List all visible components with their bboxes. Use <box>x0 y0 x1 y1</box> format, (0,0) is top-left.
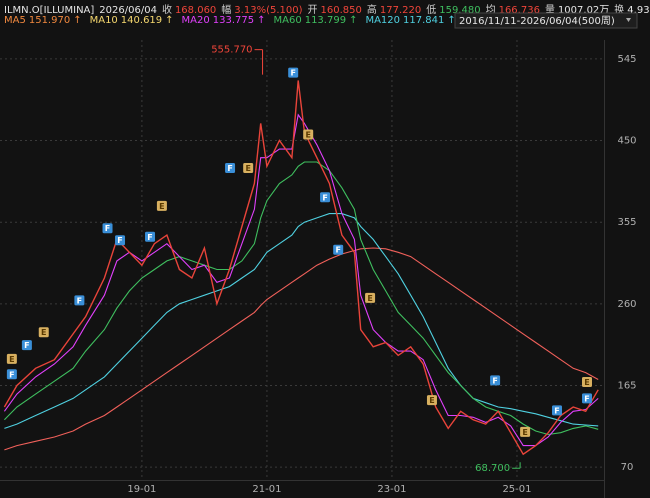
event-label: E <box>245 164 250 173</box>
event-marker <box>38 327 49 338</box>
dropdown-icon <box>626 18 631 22</box>
x-tick-label: 21-01 <box>252 484 281 495</box>
event-marker <box>156 200 167 211</box>
event-marker <box>6 369 17 380</box>
event-marker <box>320 192 331 203</box>
field-value: 159.480 <box>439 5 480 16</box>
legend-label: MA10 <box>90 15 118 26</box>
event-marker <box>6 353 17 364</box>
y-tick-label: 260 <box>617 299 636 310</box>
event-marker <box>551 405 562 416</box>
y-tick-label: 70 <box>621 462 634 473</box>
field-value: 166.736 <box>499 5 540 16</box>
event-label: E <box>305 131 310 140</box>
event-label: F <box>554 406 559 415</box>
event-marker <box>74 295 85 306</box>
series-line <box>4 213 599 429</box>
event-label: E <box>9 355 14 364</box>
field-value: 160.850 <box>321 5 362 16</box>
event-marker <box>303 129 314 140</box>
event-label: F <box>105 224 110 233</box>
event-marker <box>102 223 113 234</box>
field-value: 3.13%(5.100) <box>234 5 302 16</box>
event-marker <box>365 292 376 303</box>
range-box <box>454 12 638 29</box>
event-label: E <box>429 396 434 405</box>
y-tick-label: 355 <box>617 217 636 228</box>
legend-arrow: ↑ <box>165 15 173 26</box>
event-label: F <box>117 236 122 245</box>
event-marker <box>243 163 254 174</box>
x-tick-label: 23-01 <box>377 484 406 495</box>
event-marker <box>520 426 531 437</box>
annotation: 68.700 <box>475 463 510 474</box>
legend-value: 151.970 <box>29 15 70 26</box>
field-value: 177.220 <box>380 5 421 16</box>
event-label: F <box>77 296 82 305</box>
field-value: 168.060 <box>175 5 216 16</box>
event-label: E <box>522 428 527 437</box>
series-line <box>4 247 599 451</box>
field-label: 开 <box>308 5 318 16</box>
legend-arrow: ↑ <box>257 15 265 26</box>
legend-value: 117.841 <box>403 15 444 26</box>
event-marker <box>115 235 126 246</box>
range: 2016/11/11-2026/06/04(500周) <box>459 15 615 27</box>
y-tick-label: 165 <box>617 380 636 391</box>
event-label: E <box>41 328 46 337</box>
event-marker <box>333 244 344 255</box>
legend-label: MA20 <box>182 15 210 26</box>
event-marker <box>426 395 437 406</box>
field-label: 高 <box>367 3 377 16</box>
legend-label: MA60 <box>274 15 302 26</box>
event-marker <box>225 163 236 174</box>
event-label: F <box>147 233 152 242</box>
event-label: E <box>367 294 372 303</box>
legend-label: MA120 <box>365 15 400 26</box>
y-tick-label: 450 <box>617 136 636 147</box>
event-marker <box>581 393 592 404</box>
field-label: 换 <box>614 3 624 16</box>
event-label: F <box>24 341 29 350</box>
event-marker <box>581 377 592 388</box>
event-marker <box>21 340 32 351</box>
legend-arrow: ↑ <box>349 15 357 26</box>
x-tick-label: 19-01 <box>127 484 156 495</box>
y-tick-label: 545 <box>617 54 636 65</box>
event-label: E <box>159 202 164 211</box>
field-value: 4.93% <box>627 5 650 16</box>
field-label: 收 <box>162 3 172 16</box>
legend-arrow: ↑ <box>447 15 455 26</box>
field-label: 低 <box>426 3 436 16</box>
event-label: F <box>9 370 14 379</box>
event-label: F <box>290 69 295 78</box>
field-label: 量 <box>545 4 555 16</box>
event-marker <box>145 231 156 242</box>
legend-arrow: ↑ <box>73 15 81 26</box>
event-label: F <box>227 164 232 173</box>
event-label: F <box>492 376 497 385</box>
event-marker <box>490 375 501 386</box>
event-label: E <box>584 378 589 387</box>
annotation: 555.770 <box>211 45 252 56</box>
symbol: ILMN.O[ILLUMINA] <box>4 5 94 16</box>
x-tick-label: 25-01 <box>502 484 531 495</box>
axis-panel <box>604 40 650 498</box>
legend-value: 140.619 <box>121 15 162 26</box>
field-label: 均 <box>486 4 496 16</box>
event-label: F <box>322 193 327 202</box>
event-marker <box>288 67 299 78</box>
field-label: 幅 <box>221 3 231 16</box>
date: 2026/06/04 <box>99 5 157 16</box>
legend-value: 113.799 <box>305 15 346 26</box>
legend-label: MA5 <box>4 15 26 26</box>
event-label: F <box>335 246 340 255</box>
field-value: 1007.02万 <box>558 5 609 16</box>
legend-value: 133.775 <box>213 15 254 26</box>
event-label: F <box>584 394 589 403</box>
